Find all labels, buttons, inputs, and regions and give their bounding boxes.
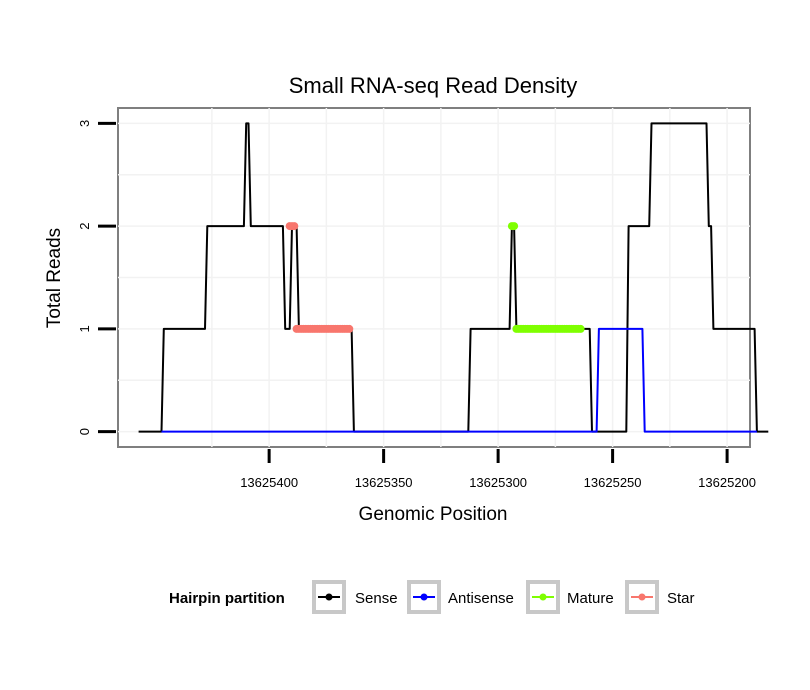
x-tick-label: 13625300 (469, 475, 527, 490)
y-tick-label: 0 (77, 428, 92, 435)
y-axis-title: Total Reads (44, 228, 65, 328)
series-point-mature (576, 324, 585, 333)
legend-label-antisense: Antisense (448, 590, 514, 607)
series-point-mature (510, 222, 519, 231)
legend-key-dot-mature (539, 593, 547, 601)
x-tick-label: 13625400 (240, 475, 298, 490)
y-tick-label: 1 (77, 325, 92, 332)
legend-label-sense: Sense (355, 590, 398, 607)
series-point-star (290, 222, 299, 231)
grid-lines (118, 108, 750, 447)
series-line-sense (138, 122, 769, 433)
x-axis-title: Genomic Position (359, 504, 508, 525)
series-point-star (345, 324, 354, 333)
legend-label-mature: Mature (567, 590, 614, 607)
legend-title: Hairpin partition (169, 590, 285, 607)
legend: Hairpin partition Sense Antisense Mature… (169, 580, 695, 614)
chart-title: Small RNA-seq Read Density (289, 73, 578, 98)
axes: 13625400 13625350 13625300 13625250 13625200… (77, 120, 756, 490)
legend-key-dot-star (638, 593, 646, 601)
legend-item-mature: Mature (526, 580, 614, 614)
series-line-antisense (161, 327, 757, 433)
legend-key-dot-sense (325, 593, 333, 601)
legend-item-sense: Sense (312, 580, 398, 614)
legend-label-star: Star (667, 590, 695, 607)
x-tick-label: 13625200 (698, 475, 756, 490)
legend-item-star: Star (625, 580, 695, 614)
x-tick-label: 13625350 (355, 475, 413, 490)
legend-key-dot-antisense (420, 593, 428, 601)
legend-item-antisense: Antisense (407, 580, 514, 614)
y-tick-label: 3 (77, 120, 92, 127)
x-tick-label: 13625250 (584, 475, 642, 490)
y-tick-label: 2 (77, 223, 92, 230)
data-series (138, 122, 769, 433)
